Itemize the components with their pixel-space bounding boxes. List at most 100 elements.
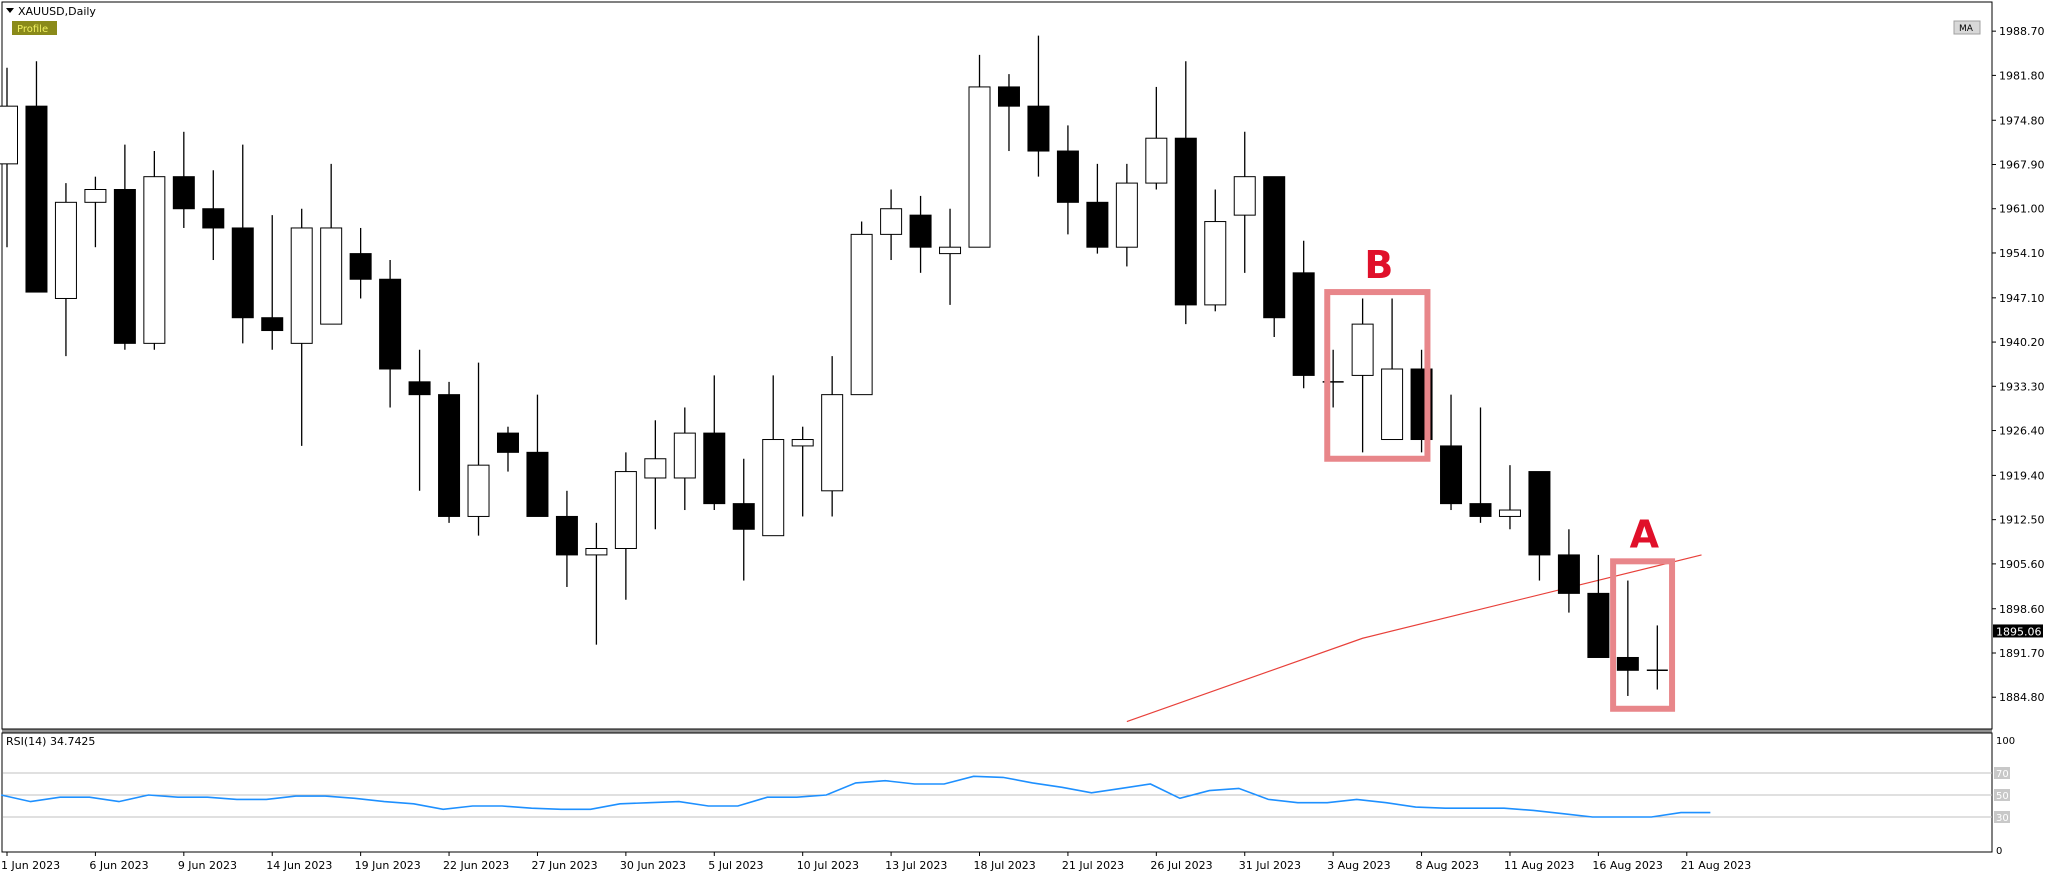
candle-body [644,458,667,479]
candle-body [408,381,431,396]
time-tick-label: 27 Jun 2023 [531,859,597,872]
time-tick-label: 9 Jun 2023 [178,859,237,872]
candle-body [202,208,225,229]
rsi-axis: 100 70 50 30 0 [1994,736,2015,857]
rsi-title: RSI(14) 34.7425 [6,735,95,748]
candle-body [1616,656,1639,671]
candle [1587,554,1610,658]
time-tick-label: 31 Jul 2023 [1239,859,1301,872]
price-tick-label: 1947.10 [1999,292,2045,305]
candle [113,144,136,350]
price-tick-label: 1891.70 [1999,647,2045,660]
ma-badge[interactable]: MA [1959,24,1974,34]
candle [1498,465,1521,530]
candle [143,151,166,350]
time-tick-label: 19 Jun 2023 [355,859,421,872]
candle [467,362,490,536]
time-tick-label: 13 Jul 2023 [885,859,947,872]
profile-badge-bg[interactable] [12,21,57,35]
candle [732,458,755,581]
candle [1056,125,1079,235]
candle-body [1587,592,1610,658]
time-tick-label: 18 Jul 2023 [974,859,1036,872]
price-tick-label: 1961.00 [1999,203,2045,216]
ma-badge-bg[interactable] [1953,20,1981,35]
candle-body [703,432,726,505]
time-tick-label: 8 Aug 2023 [1416,859,1479,872]
profile-label[interactable]: Profile [17,24,48,35]
candle [673,407,696,511]
price-tick-label: 1954.10 [1999,247,2045,260]
candle-body [290,227,313,344]
rsi-tick-label: 0 [1996,846,2002,857]
annotation-layer: BA [1324,243,1676,712]
candle-body [231,227,254,319]
candle-body [496,432,519,453]
candle [1233,131,1256,273]
price-tick-label: 1940.20 [1999,336,2045,349]
candle-body [1557,554,1580,594]
candle [850,221,873,396]
candle-body [320,227,343,325]
candle-body [909,214,932,248]
time-tick-label: 11 Aug 2023 [1504,859,1574,872]
candle-body [438,394,461,517]
candle [408,349,431,491]
collapse-triangle-icon[interactable] [6,8,14,13]
candle [1263,176,1286,337]
rsi-pane-frame [1,732,1993,853]
candle [1351,298,1374,453]
trendline-layer [1126,554,1702,723]
price-tick-label: 1981.80 [1999,69,2045,82]
candle [1528,471,1551,581]
candle [880,189,903,261]
candle-body [791,439,814,447]
candle-body [0,105,18,165]
candle [555,490,578,587]
candle-body [172,176,195,210]
time-tick-label: 6 Jun 2023 [89,859,148,872]
current-price-tag [1993,624,2043,638]
time-tick-label: 5 Jul 2023 [708,859,763,872]
price-tick-label: 1919.40 [1999,469,2045,482]
candle-body [762,439,785,537]
candle [1646,625,1668,690]
candle [1557,529,1580,613]
candle-body [997,86,1020,107]
candle [1616,580,1639,696]
annotation-box [1324,289,1431,462]
candle-body [349,253,372,280]
rsi-level-badge [1994,789,2010,801]
time-tick-label: 21 Jul 2023 [1062,859,1124,872]
candle [614,452,637,600]
price-axis: 1988.70 1981.80 1974.80 1967.90 1961.00 1954.… [1992,25,2045,704]
candle [172,131,195,228]
candle [997,74,1020,152]
candle [84,176,107,248]
rsi-tick-label: 30 [1996,813,2009,824]
symbol-label: XAUUSD,Daily [18,5,96,18]
candle [1027,35,1050,177]
candle-body [968,86,991,248]
candle-body [1528,471,1551,556]
candle [496,426,519,472]
candle-body [1056,150,1079,203]
time-tick-label: 1 Jun 2023 [1,859,60,872]
candle-body [1145,137,1168,184]
price-tick-label: 1905.60 [1999,558,2045,571]
candle-body [850,233,873,396]
price-tick-label: 1884.80 [1999,691,2045,704]
candle [909,195,932,273]
candle-body [1469,503,1492,517]
candle [1292,240,1315,389]
rsi-level-badge [1994,811,2010,823]
candle [379,260,402,408]
candle [968,54,991,248]
candles-layer [0,35,1668,696]
time-tick-label: 21 Aug 2023 [1681,859,1751,872]
candle-body [939,246,962,255]
candle-body [614,471,637,550]
candle-body [732,503,755,530]
candle-body [84,189,107,203]
rsi-layer [0,775,1711,818]
